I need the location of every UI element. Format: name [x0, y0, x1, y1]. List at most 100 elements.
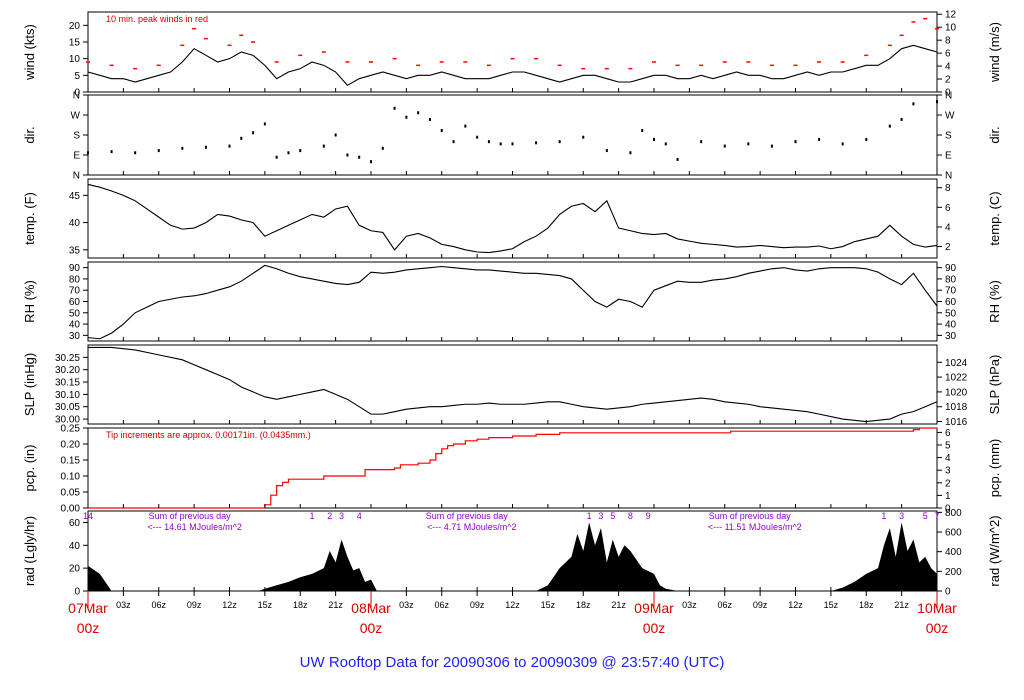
temp-ytick-right-label: 4 [945, 222, 951, 233]
dir-point [393, 106, 396, 110]
dir-ytick-label: N [73, 171, 80, 182]
rad-ytick-right-label: 600 [945, 528, 962, 539]
dir-point [499, 142, 502, 146]
slp-ytick-right-label: 1022 [945, 373, 968, 384]
wind-ytick-label: 0 [74, 88, 80, 99]
rh-ytick-right-label: 80 [945, 274, 957, 285]
rad-hour-label: 8 [628, 511, 633, 521]
x-hour-label: 18z [576, 600, 591, 610]
slp-ytick-right-label: 1016 [945, 417, 968, 428]
panel-pcp: pcp. (in) pcp. (mm) 0.00 0.05 0.10 0.15 0.20 0.… [22, 424, 1002, 515]
dir-point [252, 131, 255, 135]
pcp-ytick-right-label: 2 [945, 478, 951, 489]
pcp-series-precipitation [88, 427, 937, 509]
rad-day-sum-label: Sum of previous day [426, 511, 509, 521]
dir-ytick-label: E [73, 151, 80, 162]
dir-point [204, 145, 207, 149]
x-hour-label: 12z [788, 600, 803, 610]
rh-ytick-label: 80 [69, 274, 81, 285]
dir-ytick-right-label: S [945, 131, 952, 142]
pcp-ytick-right-label: 4 [945, 453, 951, 464]
pcp-ylabel: pcp. (in) [22, 445, 37, 492]
dir-point [511, 142, 514, 146]
x-hour-label: 18z [293, 600, 308, 610]
temp-ytick-right-label: 8 [945, 183, 951, 194]
chart-title: UW Rooftop Data for 20090306 to 20090309… [300, 654, 725, 671]
dir-point [464, 124, 467, 128]
temp-frame [87, 178, 938, 259]
dir-point [428, 117, 431, 121]
x-date-label: 08Mar [351, 600, 391, 616]
x-hour-label: 12z [222, 600, 237, 610]
panel-temp: temp. (F) temp. (C) 35 40 45 2 4 6 8 [22, 178, 1002, 259]
x-hour-label: 09z [753, 600, 768, 610]
rad-day-sum-value: <--- 4.71 MJoules/m^2 [427, 522, 517, 532]
pcp-ytick-right-label: 5 [945, 440, 951, 451]
x-hour-label: 18z [859, 600, 874, 610]
dir-point [381, 146, 384, 150]
dir-frame [87, 94, 938, 176]
temp-ytick-right-label: 2 [945, 242, 951, 253]
dir-point [912, 102, 915, 106]
dir-point [794, 140, 797, 144]
rad-ytick-label: 20 [69, 564, 81, 575]
rad-ytick-right-label: 200 [945, 567, 962, 578]
rh-ytick-label: 30 [69, 331, 81, 342]
x-date-label: 07Mar [68, 600, 108, 616]
x-hour-label: 06z [717, 600, 732, 610]
wind-ytick-right-label: 2 [945, 75, 951, 86]
wind-series-wind-speed [87, 44, 938, 87]
slp-ytick-label: 30.25 [55, 353, 80, 364]
temp-ytick-right-label: 6 [945, 203, 951, 214]
x-date-sublabel: 00z [360, 620, 383, 636]
dir-point [900, 117, 903, 121]
dir-point [370, 160, 372, 164]
slp-ytick-label: 30.00 [55, 415, 80, 426]
wind-annotation: 10 min. peak winds in red [106, 14, 208, 24]
rad-hour-label: 4 [357, 511, 362, 521]
rad-hour-label: 1 [881, 511, 886, 521]
x-hour-label: 15z [824, 600, 839, 610]
wind-ytick-label: 5 [74, 71, 80, 82]
dir-point [440, 129, 443, 133]
rad-ytick-right-label: 800 [945, 508, 962, 519]
wind-ytick-label: 20 [69, 21, 81, 32]
rad-hour-label: 1 [587, 511, 592, 521]
x-hour-label: 12z [505, 600, 520, 610]
temp-series-temperature [87, 183, 938, 254]
dir-ytick-label: S [73, 131, 80, 142]
x-hour-label: 15z [541, 600, 556, 610]
x-date-label: 09Mar [634, 600, 674, 616]
dir-ytick-right-label: W [945, 111, 955, 122]
dir-point [358, 155, 361, 159]
dir-point [110, 150, 113, 154]
slp-ytick-right-label: 1020 [945, 387, 968, 398]
panel-wind: wind (kts) wind (m/s) 0 5 10 15 20 0 2 4 6 8 10 12 10 … [22, 10, 1002, 99]
dir-point [676, 157, 679, 161]
chart-panels: wind (kts) wind (m/s)0510152002468101210 … [22, 10, 1002, 598]
dir-point [865, 137, 868, 141]
x-hour-label: 21z [894, 600, 909, 610]
x-hour-label: 06z [434, 600, 449, 610]
dir-point [582, 135, 585, 139]
rad-ylabel-right: rad (W/m^2) [987, 515, 1002, 586]
pcp-frame [87, 427, 938, 509]
slp-ytick-right-label: 1018 [945, 402, 968, 413]
dir-point [228, 144, 231, 148]
pcp-ytick-label: 0.20 [61, 440, 81, 451]
dir-point [653, 137, 655, 141]
dir-point [322, 144, 325, 148]
dir-point [452, 140, 455, 144]
temp-ylabel-right: temp. (C) [987, 191, 1002, 245]
rh-series-relative-humidity [87, 264, 938, 340]
rad-ytick-label: 0 [74, 587, 80, 598]
slp-ytick-label: 30.15 [55, 378, 80, 389]
rh-ytick-right-label: 70 [945, 286, 957, 297]
pcp-ytick-label: 0.25 [61, 424, 81, 435]
x-hour-label: 03z [116, 600, 131, 610]
x-hour-label: 21z [611, 600, 626, 610]
dir-point [535, 141, 538, 145]
dir-point [558, 140, 561, 144]
dir-point [629, 151, 632, 155]
dir-point [346, 153, 349, 157]
